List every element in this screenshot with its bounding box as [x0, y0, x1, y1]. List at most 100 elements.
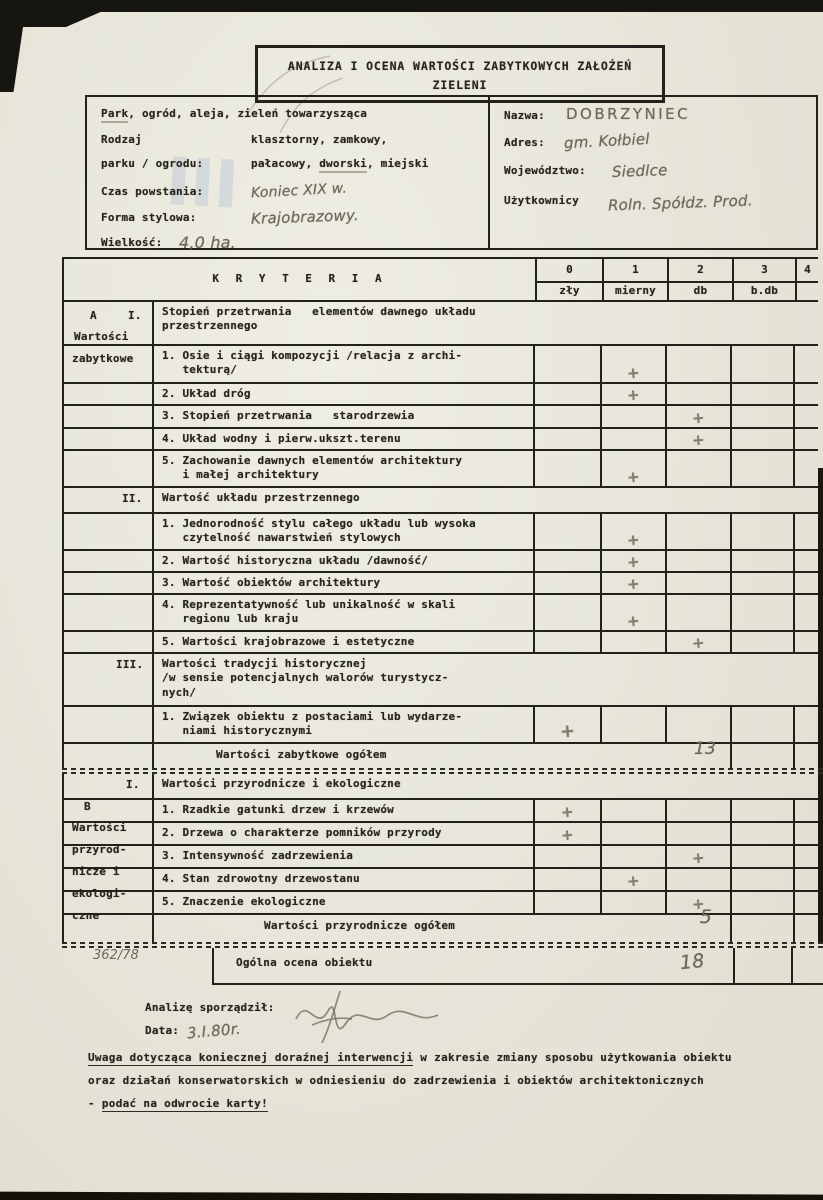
score-mark: +: [560, 825, 575, 845]
section-a-roman-ii: II.: [122, 492, 143, 505]
scan-edge-bottom: [0, 1191, 823, 1200]
score-mark: +: [626, 363, 641, 383]
criteria-text: 4. Reprezentatywność lub unikalność w sk…: [152, 595, 535, 630]
group-row: Wartość układu przestrzennego: [64, 488, 818, 514]
score-mark: +: [691, 848, 706, 868]
criteria-row: 5. Znaczenie ekologiczne +: [64, 892, 818, 915]
score-mark: +: [626, 871, 641, 891]
score-mark: +: [691, 430, 706, 450]
final-score-label: Ogólna ocena obiektu: [236, 956, 373, 969]
criteria-text: 2. Wartość historyczna układu /dawność/: [152, 551, 535, 571]
criteria-row: 1. Związek obiektu z postaciami lub wyda…: [64, 707, 818, 744]
form-title: ANALIZA I OCENA WARTOŚCI ZABYTKOWYCH ZAŁ…: [287, 59, 633, 92]
wojewodztwo-line: Województwo: Siedlce: [504, 161, 816, 194]
score-col-2: 2: [669, 259, 734, 281]
criteria-row: 2. Drzewa o charakterze pomników przyrod…: [64, 823, 818, 846]
czas-powstania-line: Czas powstania: Koniec XIX w.: [101, 180, 488, 211]
criteria-text: 4. Stan zdrowotny drzewostanu: [152, 869, 535, 890]
final-score-cell: Ogólna ocena obiektu 18: [214, 948, 735, 983]
adres-label: Adres:: [504, 136, 545, 149]
footer-note-rest1: w zakresie zmiany sposobu użytkowania ob…: [413, 1051, 732, 1064]
czas-powstania-value: Koniec XIX w.: [250, 180, 348, 202]
czas-powstania-label: Czas powstania:: [101, 185, 204, 198]
score-label-mierny: mierny: [604, 283, 669, 300]
rodzaj-line2: parku / ogrodu: pałacowy, dworski, miejs…: [101, 157, 488, 185]
section-b-label4: ekologi-: [72, 887, 127, 900]
criteria-row: 2. Wartość historyczna układu /dawność/ …: [64, 551, 818, 573]
criteria-text: 1. Związek obiektu z postaciami lub wyda…: [152, 707, 535, 742]
section-b-label2: przyrod-: [72, 843, 127, 856]
rodzaj-dworski-marked: dworski: [319, 157, 367, 173]
criteria-header: K R Y T E R I A 0 1 2 3 4 zły mierny db …: [62, 257, 818, 302]
park-word: Park: [101, 107, 129, 123]
reference-number: 362/78: [93, 948, 139, 963]
criteria-text: 1. Osie i ciągi kompozycji /relacja z ar…: [152, 346, 535, 382]
scan-edge-corner: [0, 0, 27, 92]
form-title-box: ANALIZA I OCENA WARTOŚCI ZABYTKOWYCH ZAŁ…: [255, 45, 665, 103]
criteria-text: 3. Wartość obiektów architektury: [152, 573, 535, 593]
score-mark: +: [559, 720, 576, 743]
wojewodztwo-value: Siedlce: [611, 161, 668, 181]
nazwa-value: DOBRZYNIEC: [566, 105, 691, 123]
final-row-extension: [793, 948, 823, 985]
footer-note-line3: - podać na odwrocie karty!: [88, 1092, 813, 1115]
criteria-row: 2. Układ dróg +: [64, 384, 818, 406]
forma-stylowa-value: Krajobrazowy.: [250, 206, 360, 228]
section-b-label3: nicze i: [72, 865, 120, 878]
scan-edge-blob: [22, 0, 102, 27]
rodzaj-label: Rodzaj: [101, 133, 142, 146]
footer-note-line1: Uwaga dotycząca koniecznej doraźnej inte…: [88, 1046, 813, 1069]
criteria-row: 3. Stopień przetrwania starodrzewia +: [64, 406, 818, 429]
footer-note-prefix3: -: [88, 1097, 102, 1110]
uzytkownicy-line: Użytkownicy Roln. Spółdz. Prod.: [504, 191, 816, 218]
section-b-letter: B: [84, 800, 91, 813]
rodzaj-line1: Rodzaj klasztorny, zamkowy,: [101, 133, 488, 157]
info-box-right: Nazwa: DOBRZYNIEC Adres: gm. Kołbiel Woj…: [490, 95, 818, 250]
object-type-line: Park, ogród, aleja, zieleń towarzysząca: [101, 107, 488, 133]
criteria-row: 4. Stan zdrowotny drzewostanu +: [64, 869, 818, 892]
score-col-0: 0: [537, 259, 604, 281]
totals-b-label: Wartości przyrodnicze ogółem: [264, 919, 456, 932]
prepared-by-line: Analizę sporządził:: [145, 990, 439, 1044]
totals-row-b: Wartości przyrodnicze ogółem 5: [64, 906, 818, 942]
section-a-label2: zabytkowe: [72, 352, 134, 365]
totals-a-label: Wartości zabytkowe ogółem: [216, 748, 387, 761]
totals-b-value: 5: [699, 906, 712, 928]
date-label: Data:: [145, 1024, 180, 1037]
criteria-text: 3. Intensywność zadrzewienia: [152, 846, 535, 867]
criteria-text: 5. Zachowanie dawnych elementów architek…: [152, 451, 535, 486]
final-score-row: Ogólna ocena obiektu 18: [212, 948, 793, 985]
totals-a-cell: Wartości zabytkowe ogółem 13: [152, 739, 732, 770]
section-a-table: A I. Wartości zabytkowe II. III. Stopień…: [62, 302, 818, 770]
rodzaj-options2-post: , miejski: [367, 157, 429, 170]
dashed-separator: [62, 942, 823, 948]
score-label-db: db: [669, 283, 734, 300]
signature-block: Analizę sporządził: Data: 3.I.80r.: [145, 990, 439, 1047]
wielkosc-line: Wielkość: 4,0 ha.: [101, 233, 488, 260]
score-mark: +: [626, 467, 641, 487]
footer-note: Uwaga dotycząca koniecznej doraźnej inte…: [88, 1046, 813, 1115]
group-row: Stopień przetrwania elementów dawnego uk…: [64, 302, 818, 346]
criteria-text: 5. Znaczenie ekologiczne: [152, 892, 535, 913]
pencil-scribble: [244, 55, 344, 134]
score-col-1: 1: [604, 259, 669, 281]
section-b-label1: Wartości: [72, 821, 127, 834]
score-mark: +: [626, 385, 641, 405]
date-line: Data: 3.I.80r.: [145, 1020, 275, 1047]
section-a-roman-i: I.: [128, 309, 142, 322]
footer-note-line2: oraz działań konserwatorskich w odniesie…: [88, 1074, 705, 1087]
group-title: Stopień przetrwania elementów dawnego uk…: [152, 302, 818, 344]
criteria-row: 3. Intensywność zadrzewienia +: [64, 846, 818, 869]
score-mark: +: [560, 802, 575, 822]
criteria-row: 5. Zachowanie dawnych elementów architek…: [64, 451, 818, 488]
info-box-left: Park, ogród, aleja, zieleń towarzysząca …: [85, 95, 490, 252]
footer-note-underlined3: podać na odwrocie karty!: [101, 1097, 269, 1112]
final-score-value: 18: [679, 949, 707, 975]
rodzaj-label2: parku / ogrodu:: [101, 157, 204, 170]
scan-edge-right: [818, 468, 823, 942]
wielkosc-value: 4,0 ha.: [179, 233, 236, 252]
criteria-row: 4. Układ wodny i pierw.ukszt.terenu +: [64, 429, 818, 451]
totals-a-value: 13: [693, 739, 716, 759]
nazwa-label: Nazwa:: [504, 109, 545, 122]
